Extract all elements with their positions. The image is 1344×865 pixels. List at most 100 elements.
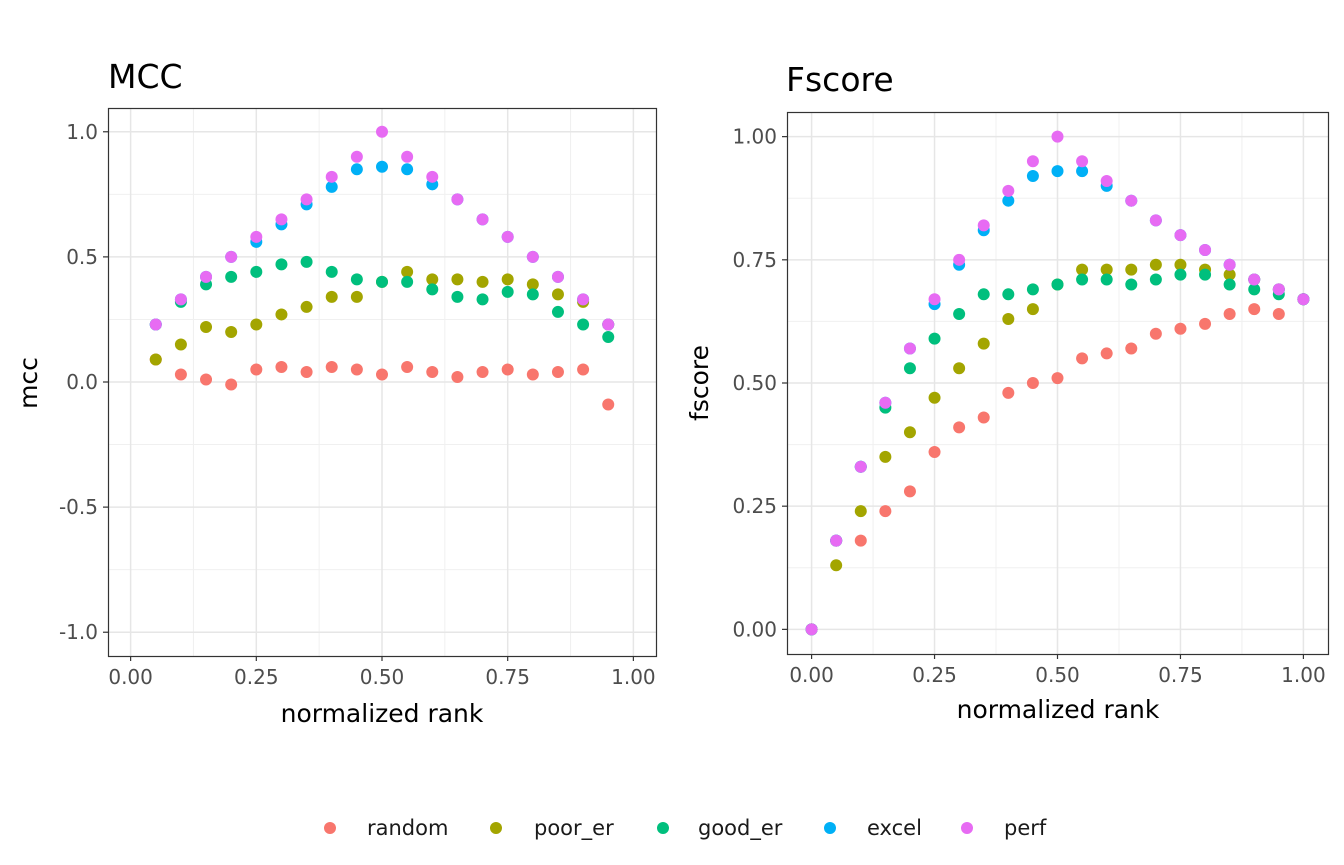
point-perf	[602, 318, 615, 331]
point-random	[350, 363, 363, 376]
point-perf	[426, 170, 439, 183]
legend: random poor_er good_er excel perf	[324, 816, 1047, 841]
point-good_er	[1026, 283, 1039, 296]
point-random	[1100, 347, 1113, 360]
point-perf	[350, 150, 363, 163]
point-poor_er	[174, 338, 187, 351]
point-excel	[1076, 165, 1089, 178]
panel-fscore-grid	[787, 112, 1328, 654]
point-good_er	[1149, 273, 1162, 286]
point-poor_er	[476, 275, 489, 288]
panel-fscore-x-axis-title: normalized rank	[957, 695, 1160, 724]
point-excel	[1002, 194, 1015, 207]
x-tick-label: 0.75	[485, 665, 530, 689]
point-poor_er	[1125, 263, 1138, 276]
point-good_er	[903, 362, 916, 375]
point-good_er	[577, 318, 590, 331]
point-good_er	[526, 288, 539, 301]
point-perf	[1149, 214, 1162, 227]
point-random	[325, 360, 338, 373]
point-excel	[325, 180, 338, 193]
point-perf	[977, 219, 990, 232]
point-random	[1272, 308, 1285, 321]
point-poor_er	[325, 290, 338, 303]
point-poor_er	[1026, 303, 1039, 316]
point-random	[1199, 317, 1212, 330]
point-good_er	[250, 265, 263, 278]
point-random	[1026, 377, 1039, 389]
point-perf	[805, 623, 818, 636]
point-good_er	[426, 283, 439, 296]
point-good_er	[401, 275, 414, 288]
legend-key-excel	[824, 822, 836, 834]
point-poor_er	[350, 290, 363, 303]
panel-mcc-ticks: 0.00 0.25 0.50 0.75 1.00 -1.0 -0.5 0.0 0.5 1.0	[59, 120, 656, 689]
point-perf	[1100, 174, 1113, 187]
point-good_er	[501, 285, 514, 298]
y-tick-label: 1.0	[66, 120, 98, 144]
point-poor_er	[977, 337, 990, 350]
point-good_er	[1248, 283, 1261, 296]
point-good_er	[451, 290, 464, 303]
legend-item-excel: excel	[824, 816, 922, 840]
panel-mcc: MCC 0.00 0.25 0.50 0.75 1.00 -1.0 -0.5 0.0 0.5 1.…	[14, 57, 658, 728]
point-perf	[476, 213, 489, 226]
point-perf	[953, 253, 966, 266]
point-poor_er	[1002, 312, 1015, 325]
point-poor_er	[1100, 263, 1113, 276]
point-perf	[1125, 194, 1138, 207]
point-perf	[551, 270, 564, 283]
x-tick-label: 0.00	[789, 663, 834, 687]
point-perf	[526, 250, 539, 263]
point-random	[225, 378, 238, 391]
point-poor_er	[526, 278, 539, 291]
y-tick-label: 0.00	[732, 617, 777, 641]
legend-label-perf: perf	[1004, 816, 1047, 840]
point-perf	[1199, 243, 1212, 256]
point-random	[903, 485, 916, 498]
x-tick-label: 0.50	[1035, 663, 1080, 687]
point-random	[953, 421, 966, 434]
point-perf	[149, 318, 162, 331]
point-perf	[300, 193, 313, 206]
point-perf	[250, 230, 263, 243]
point-random	[551, 365, 564, 378]
point-perf	[1272, 283, 1285, 296]
legend-key-good_er	[657, 822, 669, 834]
point-perf	[401, 150, 414, 163]
point-good_er	[1100, 273, 1113, 286]
point-perf	[1051, 130, 1064, 143]
point-perf	[1223, 258, 1236, 271]
point-poor_er	[275, 308, 288, 321]
panel-fscore-y-axis-title: fscore	[685, 345, 714, 421]
point-poor_er	[225, 325, 238, 338]
point-good_er	[350, 273, 363, 286]
point-excel	[401, 163, 414, 176]
point-perf	[854, 460, 867, 473]
y-tick-label: 1.00	[732, 125, 777, 149]
point-random	[602, 398, 615, 411]
point-random	[526, 368, 539, 381]
point-good_er	[953, 308, 966, 321]
point-good_er	[476, 293, 489, 306]
point-poor_er	[300, 300, 313, 313]
point-random	[977, 411, 990, 424]
point-good_er	[551, 305, 564, 318]
point-good_er	[1223, 278, 1236, 291]
point-poor_er	[451, 273, 464, 286]
point-perf	[451, 193, 464, 206]
point-random	[451, 370, 464, 383]
point-random	[1076, 352, 1089, 365]
point-perf	[225, 250, 238, 263]
point-random	[1051, 372, 1064, 385]
x-tick-label: 0.25	[234, 665, 279, 689]
point-good_er	[300, 255, 313, 268]
panel-mcc-x-axis-title: normalized rank	[281, 699, 484, 728]
point-good_er	[275, 258, 288, 271]
legend-item-random: random	[324, 816, 448, 840]
point-random	[1174, 322, 1187, 335]
point-poor_er	[903, 426, 916, 439]
point-random	[174, 368, 187, 381]
legend-label-excel: excel	[867, 816, 922, 840]
